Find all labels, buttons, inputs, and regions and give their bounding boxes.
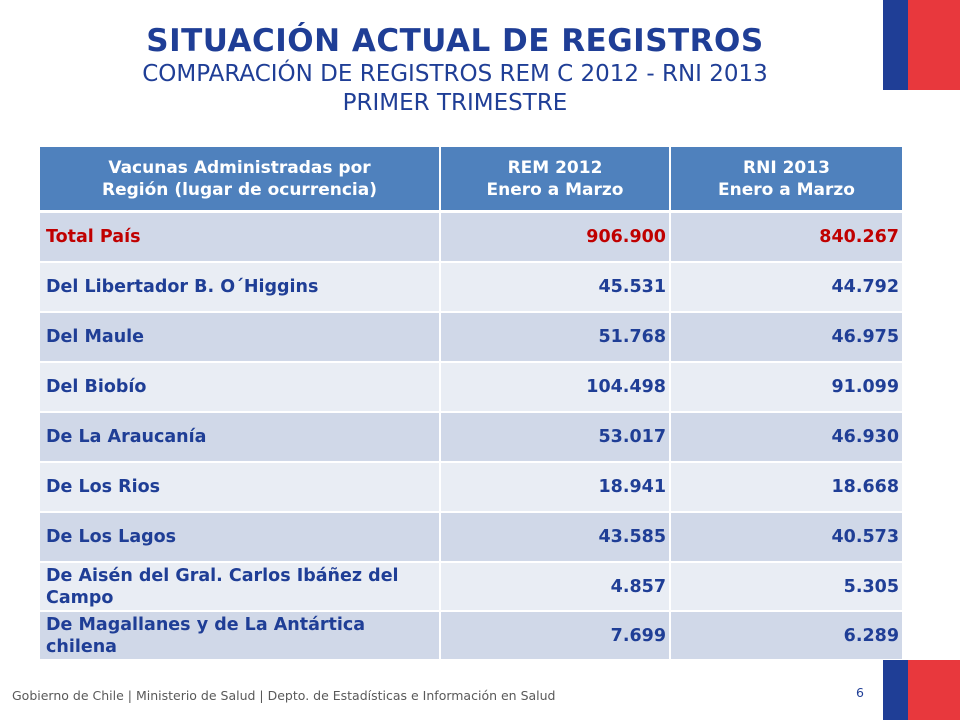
cell-rni-2013: 18.668 xyxy=(670,462,902,513)
cell-rem-2012: 4.857 xyxy=(440,562,671,612)
cell-region: De La Araucanía xyxy=(40,412,441,463)
title-block: SITUACIÓN ACTUAL DE REGISTROS COMPARACIÓ… xyxy=(40,22,870,118)
cell-rem-2012: 51.768 xyxy=(440,312,671,363)
cell-rem-2012: 45.531 xyxy=(440,262,671,313)
header-region-line1: Vacunas Administradas por xyxy=(108,157,371,178)
page-subtitle-period: PRIMER TRIMESTRE xyxy=(342,90,568,116)
flag-blue-stripe xyxy=(883,660,908,720)
flag-red-stripe xyxy=(908,660,960,720)
header-region: Vacunas Administradas por Región (lugar … xyxy=(40,147,441,213)
cell-rni-2013: 44.792 xyxy=(670,262,902,313)
cell-rni-2013: 91.099 xyxy=(670,362,902,413)
cell-region: Del Libertador B. O´Higgins xyxy=(40,262,441,313)
cell-rem-2012: 7.699 xyxy=(440,611,671,661)
cell-region: Del Maule xyxy=(40,312,441,363)
cell-region: De Los Rios xyxy=(40,462,441,513)
flag-logo-bottom xyxy=(883,660,960,720)
table-row: De Los Rios 18.941 18.668 xyxy=(40,462,902,513)
flag-logo-top xyxy=(883,0,960,90)
table-row: De La Araucanía 53.017 46.930 xyxy=(40,412,902,463)
header-rni-2013: RNI 2013 Enero a Marzo xyxy=(670,147,902,213)
cell-region: Total País xyxy=(40,211,441,263)
cell-region: De Aisén del Gral. Carlos Ibáñez del Cam… xyxy=(40,562,441,612)
cell-region: De Los Lagos xyxy=(40,512,441,563)
cell-region: De Magallanes y de La Antártica chilena xyxy=(40,611,441,661)
cell-rem-2012: 906.900 xyxy=(440,211,671,263)
cell-rni-2013: 6.289 xyxy=(670,611,902,661)
cell-rni-2013: 40.573 xyxy=(670,512,902,563)
header-rni-line1: RNI 2013 xyxy=(743,157,830,178)
vaccines-table: Vacunas Administradas por Región (lugar … xyxy=(40,147,902,661)
header-rem-line2: Enero a Marzo xyxy=(486,179,624,200)
table-row-total: Total País 906.900 840.267 xyxy=(40,211,902,263)
cell-rem-2012: 53.017 xyxy=(440,412,671,463)
table-row: De Los Lagos 43.585 40.573 xyxy=(40,512,902,563)
header-rem-2012: REM 2012 Enero a Marzo xyxy=(440,147,671,213)
table-header-row: Vacunas Administradas por Región (lugar … xyxy=(40,147,902,213)
cell-rni-2013: 5.305 xyxy=(670,562,902,612)
table-row: Del Libertador B. O´Higgins 45.531 44.79… xyxy=(40,262,902,313)
header-region-line2: Región (lugar de ocurrencia) xyxy=(102,179,377,200)
cell-rem-2012: 18.941 xyxy=(440,462,671,513)
cell-rem-2012: 104.498 xyxy=(440,362,671,413)
table-row: Del Biobío 104.498 91.099 xyxy=(40,362,902,413)
table-row: De Magallanes y de La Antártica chilena … xyxy=(40,611,902,661)
cell-rni-2013: 840.267 xyxy=(670,211,902,263)
page-subtitle: COMPARACIÓN DE REGISTROS REM C 2012 - RN… xyxy=(142,61,768,87)
header-rni-line2: Enero a Marzo xyxy=(718,179,855,200)
cell-rem-2012: 43.585 xyxy=(440,512,671,563)
flag-blue-stripe xyxy=(883,0,908,90)
cell-rni-2013: 46.930 xyxy=(670,412,902,463)
page-title: SITUACIÓN ACTUAL DE REGISTROS xyxy=(146,23,764,59)
table-row: Del Maule 51.768 46.975 xyxy=(40,312,902,363)
header-rem-line1: REM 2012 xyxy=(507,157,603,178)
footer-text: Gobierno de Chile | Ministerio de Salud … xyxy=(12,688,556,703)
table-row: De Aisén del Gral. Carlos Ibáñez del Cam… xyxy=(40,562,902,612)
flag-red-stripe xyxy=(908,0,960,90)
cell-rni-2013: 46.975 xyxy=(670,312,902,363)
page-number: 6 xyxy=(856,685,864,700)
cell-region: Del Biobío xyxy=(40,362,441,413)
